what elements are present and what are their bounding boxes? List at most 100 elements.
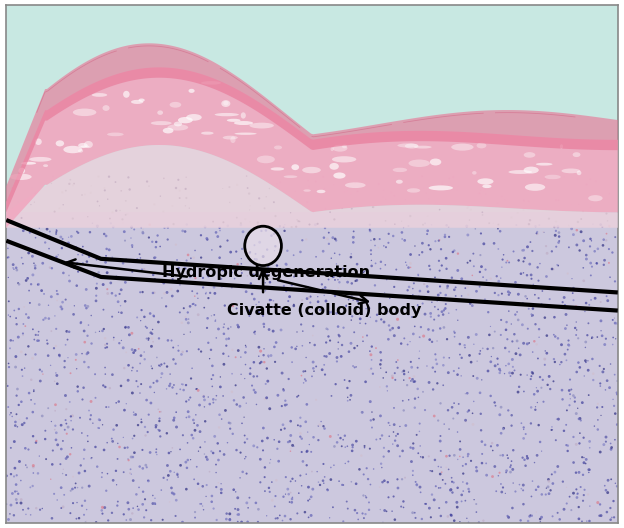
Point — [51, 236, 61, 244]
Point — [167, 444, 177, 452]
Point — [328, 233, 338, 242]
Point — [29, 387, 39, 395]
Point — [211, 460, 221, 469]
Point — [568, 433, 578, 441]
Point — [333, 284, 343, 293]
Point — [259, 323, 269, 331]
Point — [436, 512, 446, 520]
Point — [426, 313, 436, 321]
Point — [222, 510, 232, 518]
Point — [352, 260, 362, 268]
Point — [224, 263, 234, 271]
Point — [590, 247, 600, 256]
Point — [449, 367, 459, 375]
Point — [304, 513, 314, 522]
Point — [159, 174, 169, 183]
Point — [560, 301, 570, 309]
Point — [270, 357, 280, 366]
Point — [525, 375, 535, 383]
Point — [283, 438, 293, 446]
Point — [540, 175, 550, 183]
Point — [189, 475, 199, 484]
Point — [527, 492, 537, 501]
Point — [404, 374, 414, 382]
Point — [107, 508, 117, 517]
Point — [532, 398, 542, 407]
Ellipse shape — [345, 182, 366, 188]
Point — [463, 452, 473, 460]
Point — [13, 279, 23, 287]
Point — [323, 275, 333, 284]
Point — [358, 408, 368, 417]
Point — [447, 474, 457, 482]
Point — [37, 286, 47, 295]
Point — [92, 197, 102, 205]
Point — [339, 324, 349, 332]
Point — [302, 198, 312, 206]
Point — [233, 494, 243, 502]
Point — [414, 251, 424, 259]
Point — [494, 291, 504, 299]
Point — [485, 392, 495, 400]
Point — [502, 466, 512, 475]
Point — [66, 232, 76, 241]
Point — [337, 442, 347, 450]
Point — [107, 254, 117, 263]
Point — [293, 217, 303, 225]
Point — [585, 466, 595, 474]
Point — [25, 228, 35, 237]
Point — [448, 248, 458, 256]
Point — [46, 179, 56, 187]
Point — [185, 328, 195, 336]
Point — [99, 446, 109, 454]
Point — [436, 432, 446, 440]
Point — [363, 475, 373, 483]
Point — [88, 419, 98, 427]
Point — [475, 268, 485, 276]
Point — [399, 497, 409, 506]
Point — [28, 469, 38, 477]
Point — [392, 441, 402, 450]
Point — [353, 297, 363, 305]
Point — [3, 311, 13, 319]
Point — [25, 299, 35, 307]
Point — [12, 499, 22, 507]
Point — [579, 491, 589, 499]
Point — [201, 289, 211, 298]
Point — [190, 274, 200, 282]
Point — [601, 486, 611, 494]
Point — [492, 354, 502, 363]
Point — [542, 249, 552, 258]
Point — [178, 227, 188, 235]
Point — [100, 344, 110, 352]
Point — [514, 383, 524, 391]
Point — [211, 468, 221, 477]
Point — [534, 294, 544, 303]
Point — [337, 341, 347, 349]
Point — [319, 184, 329, 193]
Ellipse shape — [241, 112, 246, 119]
Point — [203, 338, 213, 347]
Point — [610, 277, 620, 286]
Point — [26, 395, 36, 404]
Point — [381, 507, 391, 515]
Point — [441, 291, 451, 299]
Point — [472, 467, 482, 475]
Point — [451, 306, 461, 314]
Point — [25, 229, 35, 237]
Point — [495, 468, 505, 477]
Point — [12, 487, 22, 495]
Point — [544, 214, 554, 223]
Point — [365, 445, 375, 453]
Point — [329, 461, 339, 469]
Point — [229, 396, 239, 404]
Point — [132, 367, 142, 375]
Point — [525, 238, 535, 246]
Point — [177, 318, 187, 327]
Point — [302, 294, 312, 303]
Point — [477, 375, 487, 384]
Point — [72, 259, 82, 267]
Point — [333, 345, 343, 353]
Point — [293, 391, 303, 400]
Point — [576, 215, 586, 223]
